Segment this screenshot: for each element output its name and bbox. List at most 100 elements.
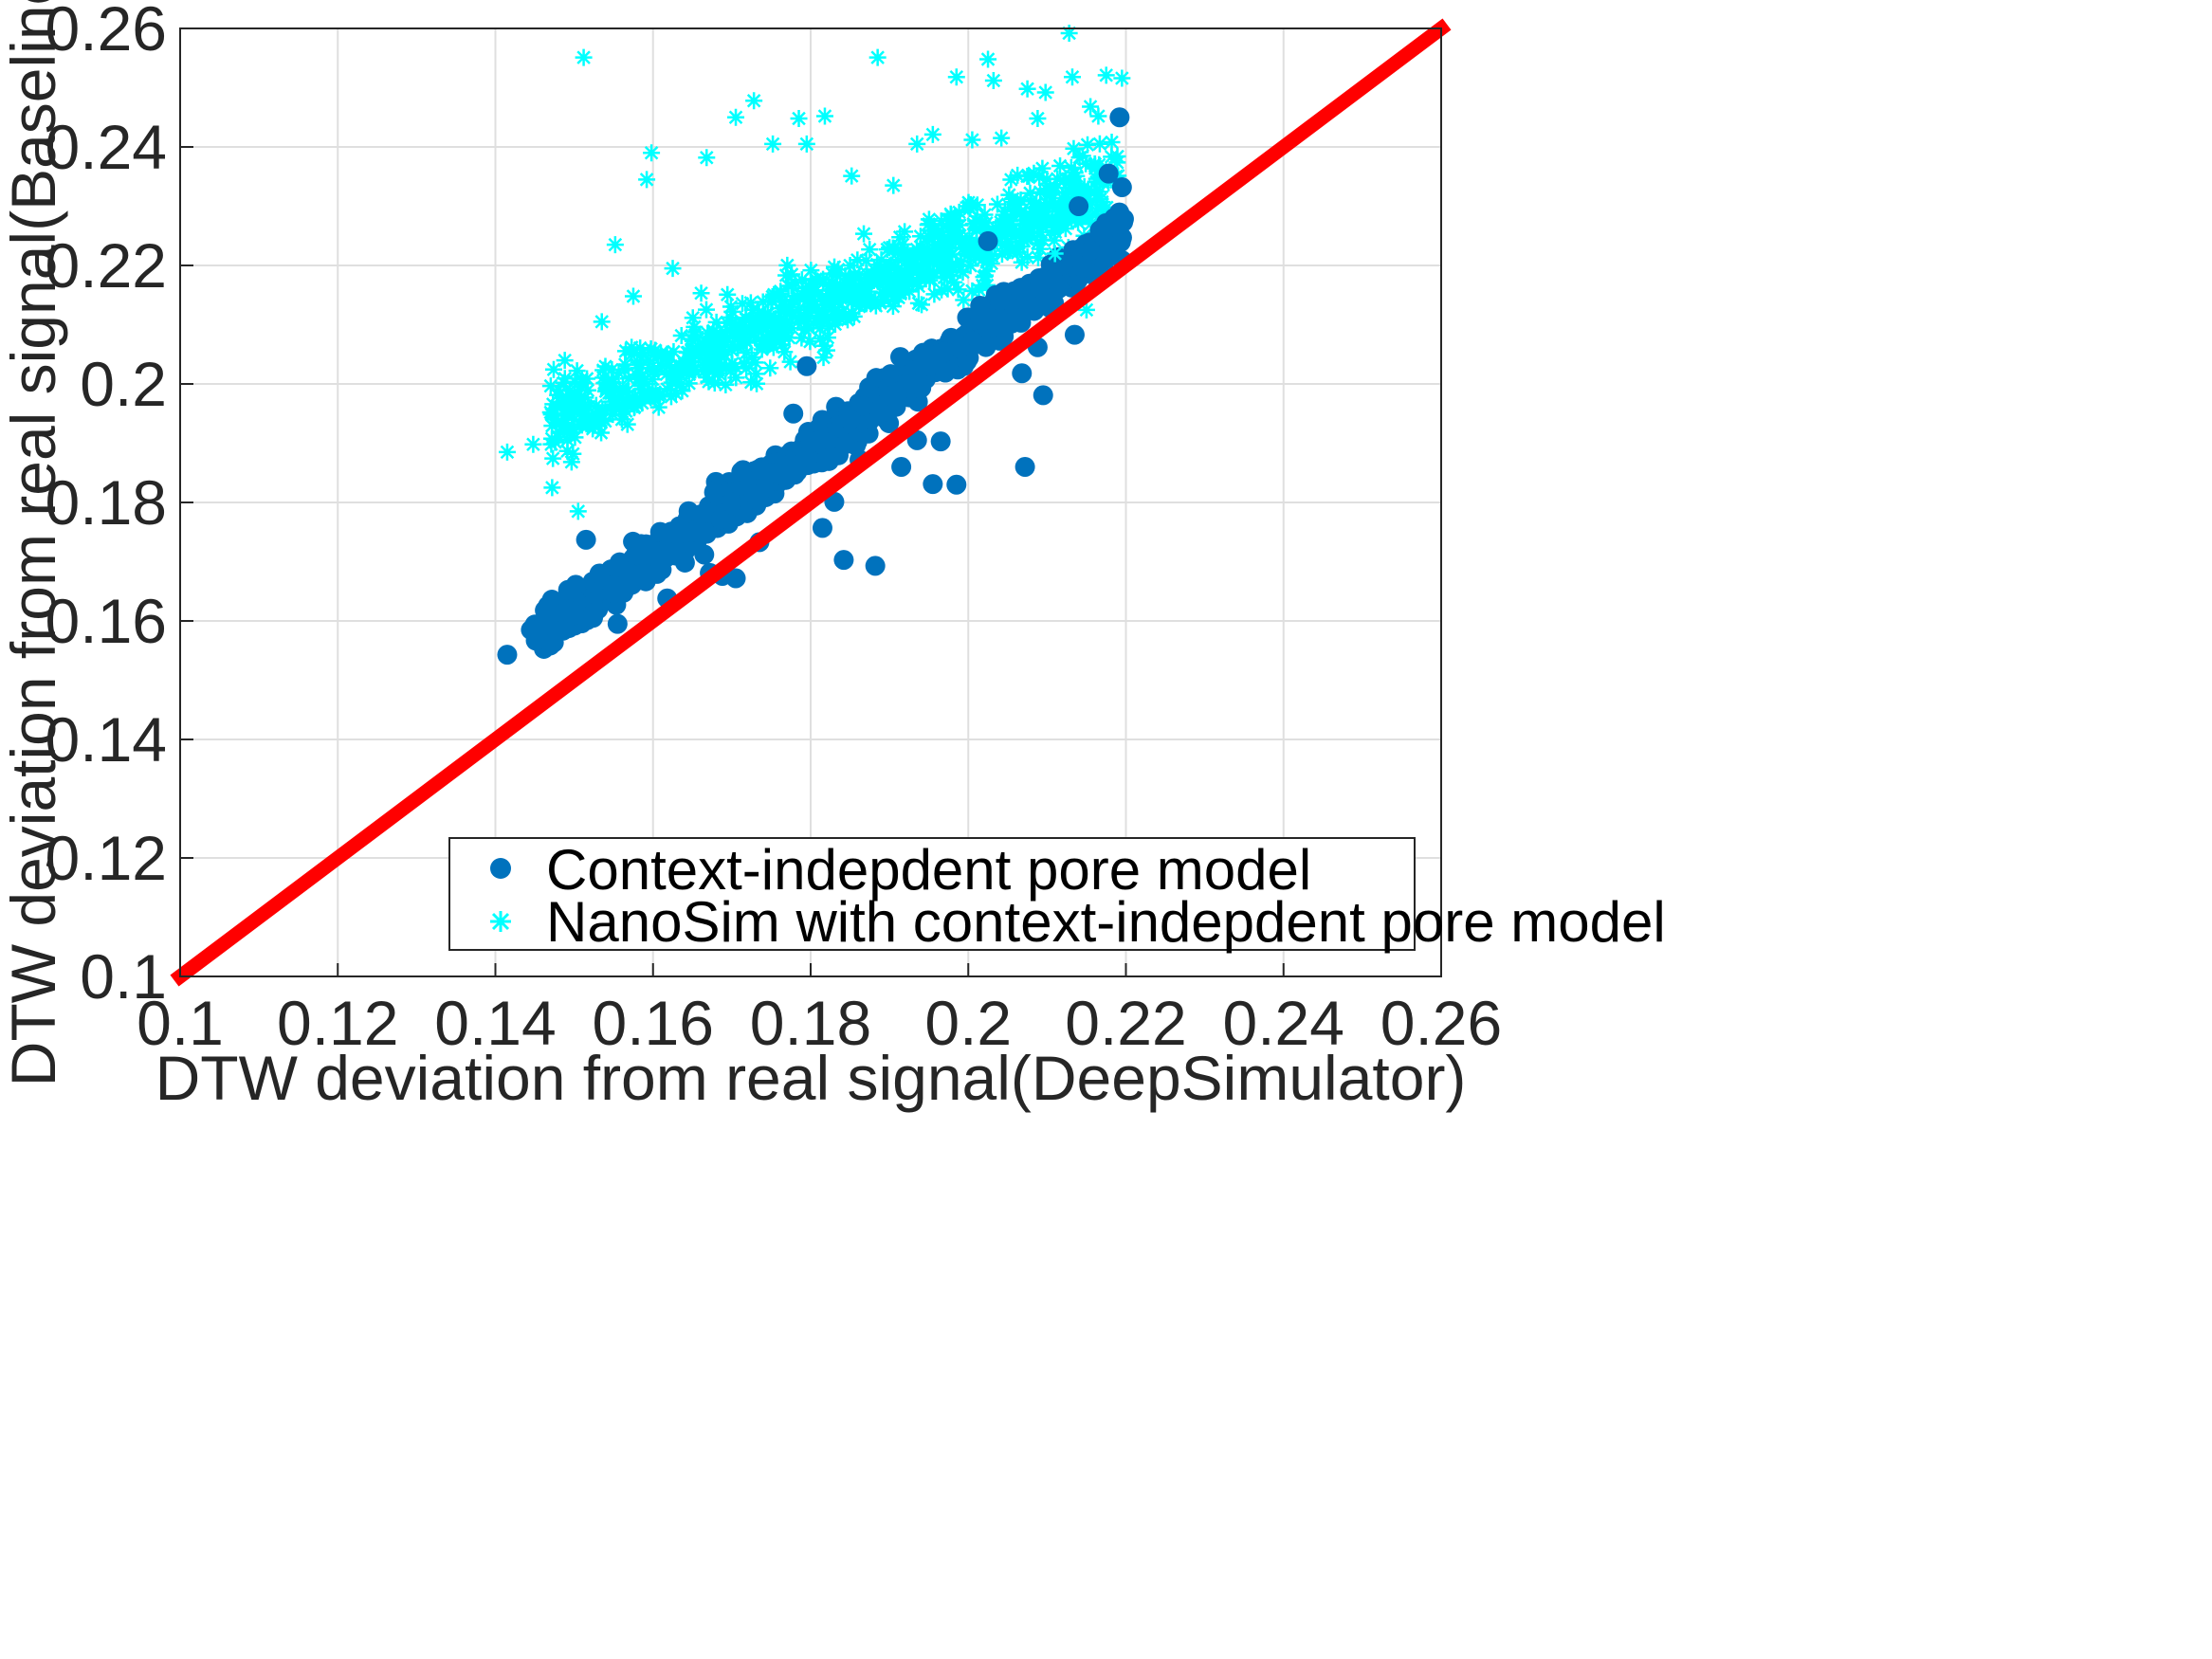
nanosim-point [1065, 139, 1083, 157]
nanosim-point [616, 342, 634, 360]
nanosim-point [555, 374, 573, 392]
nanosim-point [686, 323, 704, 341]
nanosim-point [1038, 170, 1056, 188]
data-point [1064, 324, 1085, 345]
nanosim-point [867, 297, 885, 315]
nanosim-point [774, 293, 792, 311]
nanosim-point [780, 298, 798, 316]
data-point [812, 518, 832, 538]
data-point [644, 363, 662, 381]
data-point [891, 457, 912, 477]
nanosim-point [657, 346, 675, 364]
x-tick-label: 0.26 [1380, 988, 1502, 1058]
nanosim-point [735, 355, 753, 373]
nanosim-point [709, 359, 727, 377]
nanosim-point [945, 273, 963, 291]
data-point [1113, 69, 1131, 87]
nanosim-point [1029, 248, 1047, 266]
y-axis-label: DTW deviation from real signal(Baselines… [0, 0, 68, 1086]
nanosim-point [605, 396, 623, 414]
nanosim-point [752, 323, 770, 341]
nanosim-point [908, 274, 926, 292]
data-point [762, 292, 780, 310]
data-point [564, 605, 585, 626]
nanosim-point [1059, 208, 1077, 226]
nanosim-point [672, 327, 690, 345]
context-indepdent-point [674, 552, 695, 573]
nanosim-point [630, 358, 648, 376]
data-point [885, 176, 903, 194]
nanosim-point [925, 285, 943, 303]
nanosim-point [815, 337, 833, 355]
nanosim-point [741, 294, 759, 312]
data-point [815, 107, 833, 125]
nanosim-point [1045, 231, 1063, 249]
nanosim-point [922, 251, 940, 269]
context-indepdent-point [890, 347, 911, 368]
nanosim-point [723, 302, 741, 320]
nanosim-point [1013, 253, 1031, 271]
nanosim-point [929, 228, 947, 246]
data-point [833, 550, 854, 571]
nanosim-point [707, 341, 725, 359]
nanosim-point [1032, 183, 1050, 201]
data-point [764, 135, 782, 153]
nanosim-point [992, 213, 1010, 231]
nanosim-point [933, 257, 951, 275]
nanosim-point [699, 354, 717, 372]
nanosim-point [777, 314, 795, 332]
nanosim-point [1059, 192, 1077, 210]
nanosim-point [716, 346, 734, 364]
nanosim-point [596, 402, 614, 420]
nanosim-point [1001, 212, 1019, 230]
nanosim-point [902, 260, 920, 278]
nanosim-point [717, 357, 735, 375]
legend-marker-context-indepdent [490, 858, 511, 879]
nanosim-point [603, 361, 621, 379]
nanosim-point [891, 284, 909, 302]
nanosim-point [747, 365, 765, 383]
data-point [1098, 163, 1119, 184]
nanosim-point [727, 369, 745, 387]
data-point [539, 614, 559, 635]
nanosim-point [1002, 171, 1020, 189]
data-point [745, 92, 763, 110]
nanosim-point [939, 242, 957, 260]
nanosim-point [617, 402, 635, 420]
nanosim-point [647, 341, 665, 359]
nanosim-point [868, 269, 887, 287]
nanosim-point [1051, 156, 1069, 174]
nanosim-point [649, 398, 667, 416]
nanosim-point [738, 359, 756, 377]
y-tick-label: 0.2 [80, 349, 167, 419]
nanosim-point [605, 377, 623, 395]
nanosim-point [951, 216, 969, 234]
nanosim-point [756, 306, 774, 324]
nanosim-point [818, 329, 836, 347]
x-tick-label: 0.16 [593, 988, 714, 1058]
data-point [638, 171, 656, 189]
nanosim-point [1093, 193, 1111, 211]
nanosim-point [779, 277, 797, 295]
context-indepdent-point [710, 509, 731, 530]
nanosim-point [705, 374, 723, 392]
nanosim-point [619, 370, 637, 388]
nanosim-point [816, 296, 834, 314]
nanosim-point [843, 293, 861, 311]
nanosim-point [1041, 186, 1059, 204]
nanosim-point [673, 382, 691, 400]
nanosim-point [978, 276, 996, 294]
data-point [840, 410, 861, 429]
data-point [970, 296, 991, 316]
data-point [603, 575, 624, 595]
context-indepdent-point [903, 374, 923, 394]
data-point [1097, 66, 1115, 84]
nanosim-point [1021, 184, 1039, 202]
nanosim-point [911, 228, 929, 246]
nanosim-point [1049, 170, 1067, 188]
data-point [589, 563, 610, 584]
nanosim-point [1053, 189, 1071, 207]
nanosim-point [941, 266, 959, 284]
x-tick-label: 0.24 [1223, 988, 1344, 1058]
nanosim-point [1026, 199, 1044, 217]
